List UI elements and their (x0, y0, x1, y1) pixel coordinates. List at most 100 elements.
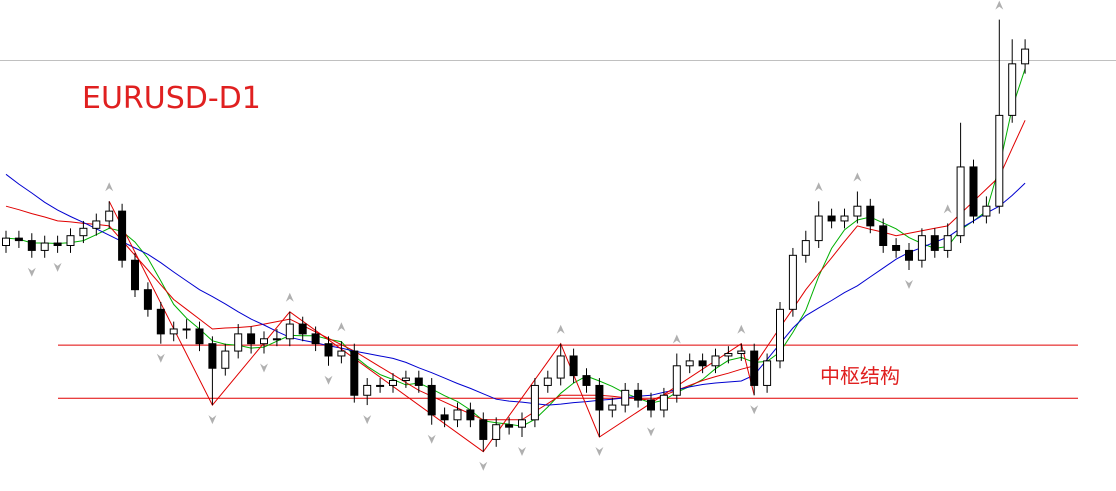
candle-body (40, 242, 49, 251)
fractal-down (156, 353, 165, 363)
candle-body (698, 360, 707, 367)
fractal-down (905, 280, 913, 290)
candle-body (685, 360, 694, 367)
fractal-down (518, 446, 526, 456)
candle-body (840, 215, 849, 222)
fractal-up (943, 204, 952, 214)
candle-body (982, 205, 991, 217)
candle-body (2, 237, 10, 246)
candle-body (1008, 63, 1017, 116)
fractal-up (737, 324, 746, 334)
candle-body (337, 350, 346, 357)
fractal-up (672, 334, 681, 344)
candle-body (582, 375, 591, 386)
candle-body (943, 235, 952, 251)
candle-body (724, 353, 733, 357)
candle-body (247, 333, 256, 345)
candle-body (401, 377, 410, 382)
candle-body (763, 360, 772, 386)
candle-body (969, 166, 978, 217)
candle-body (621, 389, 630, 406)
fractal-down (595, 446, 604, 456)
candle-body (788, 254, 797, 310)
candle-body (505, 424, 514, 428)
candle-body (350, 350, 359, 396)
candle-body (208, 343, 217, 369)
candle-body (737, 350, 746, 355)
candle-body (453, 409, 462, 421)
candle-body (995, 114, 1004, 207)
candle-body (801, 240, 810, 256)
fractal-down (324, 375, 333, 385)
candle-body (556, 355, 565, 379)
candle-body (298, 323, 307, 335)
candle-body (311, 333, 320, 345)
candle-body (376, 384, 385, 387)
fractal-up (337, 322, 346, 332)
candle-body (879, 225, 888, 246)
fractal-down (363, 415, 372, 425)
candle-body (195, 328, 204, 345)
candle-body (414, 377, 423, 386)
candle-body (324, 343, 333, 357)
candle-body (27, 240, 36, 251)
candle-body (221, 350, 230, 369)
fractal-up (853, 172, 862, 182)
chart-title: EURUSD-D1 (82, 81, 261, 116)
candle-body (479, 419, 488, 440)
annotation: 中枢结构 (820, 364, 900, 388)
candle-body (905, 249, 913, 261)
fractal-up (814, 182, 823, 192)
fractal-up (285, 292, 294, 302)
candle-body (543, 377, 552, 386)
candle-body (711, 355, 720, 367)
candle-body (917, 235, 926, 261)
candle-body (518, 419, 526, 428)
moving-average (5, 173, 1026, 406)
candle-body (156, 308, 165, 335)
candle-body (118, 210, 127, 261)
candle-body (53, 242, 62, 246)
fractal-down (427, 434, 436, 444)
candle-body (595, 384, 604, 411)
candle-body (634, 389, 643, 401)
fractal-down (260, 363, 268, 373)
candle-body (776, 308, 784, 362)
candle-body (234, 333, 243, 352)
candle-body (466, 409, 475, 421)
candle-body (182, 328, 191, 331)
candle-body (569, 355, 578, 377)
moving-average (5, 68, 1026, 427)
fractal-up (995, 0, 1004, 10)
candle-body (66, 235, 75, 246)
candle-body (105, 210, 114, 222)
candle-body (659, 394, 668, 411)
candle-body (169, 328, 178, 335)
moving-average (5, 120, 1026, 421)
candle-body (285, 323, 294, 340)
candle-body (530, 384, 539, 421)
candle-body (131, 259, 139, 291)
candle-body (672, 365, 681, 396)
candle-body (608, 404, 617, 411)
candle-body (827, 215, 836, 222)
fractal-down (750, 405, 759, 415)
candle-body (647, 399, 655, 411)
fractal-down (53, 262, 62, 272)
candle-body (143, 289, 152, 310)
fractal-up (105, 182, 114, 192)
candle-body (930, 235, 939, 251)
candle-body (260, 338, 268, 345)
fractal-down (479, 461, 488, 471)
fractal-down (208, 415, 217, 425)
fractal-up (556, 324, 565, 334)
candle-body (79, 227, 88, 237)
candle-body (427, 384, 436, 416)
candle-body (853, 205, 862, 217)
candle-body (272, 338, 281, 341)
candle-body (92, 220, 101, 229)
candle-body (492, 424, 501, 440)
